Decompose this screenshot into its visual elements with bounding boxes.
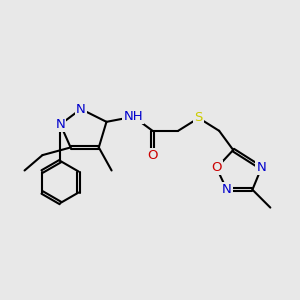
- Text: NH: NH: [124, 110, 143, 123]
- Text: O: O: [147, 148, 158, 162]
- Text: N: N: [222, 183, 232, 196]
- Text: N: N: [256, 161, 266, 174]
- Text: S: S: [194, 112, 203, 124]
- Text: N: N: [56, 118, 65, 131]
- Text: N: N: [76, 103, 86, 116]
- Text: O: O: [211, 161, 222, 174]
